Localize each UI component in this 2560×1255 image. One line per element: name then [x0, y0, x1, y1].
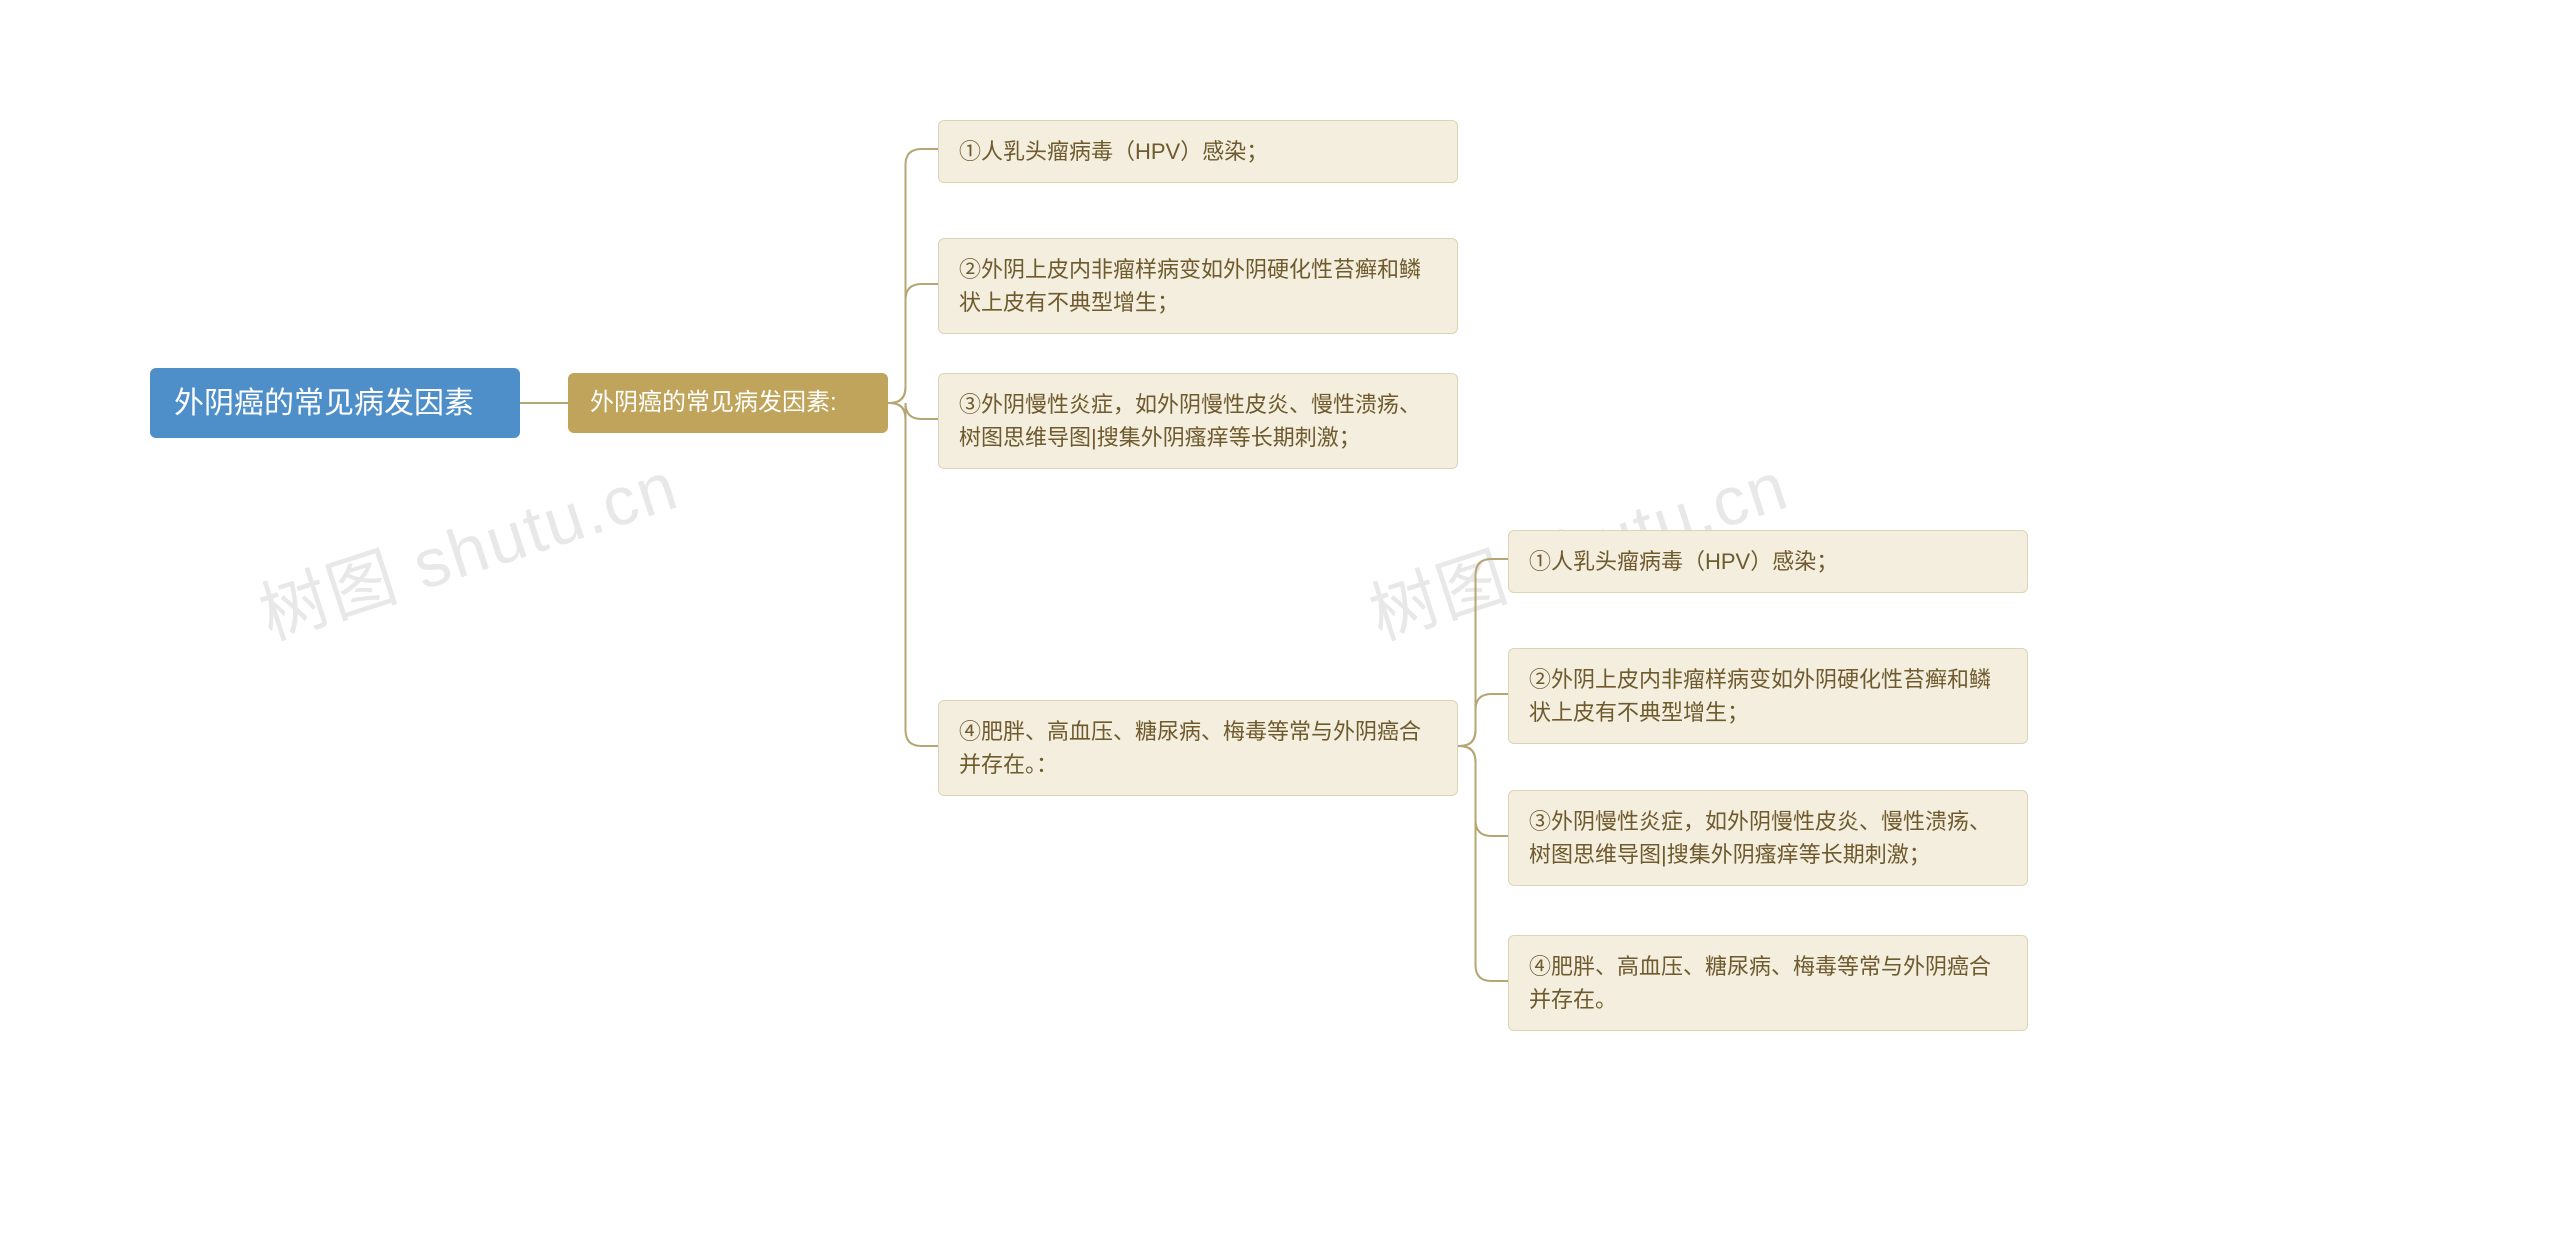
sub-node-3[interactable]: ③外阴慢性炎症，如外阴慢性皮炎、慢性溃疡、树图思维导图|搜集外阴瘙痒等长期刺激； [1508, 790, 2028, 886]
sub-label: ④肥胖、高血压、糖尿病、梅毒等常与外阴癌合并存在。 [1529, 950, 2007, 1016]
connectors-layer [0, 0, 2560, 1255]
root-node[interactable]: 外阴癌的常见病发因素 [150, 368, 520, 438]
branch-label: ④肥胖、高血压、糖尿病、梅毒等常与外阴癌合并存在。： [959, 715, 1437, 781]
sub-label: ②外阴上皮内非瘤样病变如外阴硬化性苔癣和鳞状上皮有不典型增生； [1529, 663, 2007, 729]
branch-node-1[interactable]: ①人乳头瘤病毒（HPV）感染； [938, 120, 1458, 183]
level1-label: 外阴癌的常见病发因素: [590, 385, 837, 421]
sub-node-1[interactable]: ①人乳头瘤病毒（HPV）感染； [1508, 530, 2028, 593]
level1-node[interactable]: 外阴癌的常见病发因素: [568, 373, 888, 433]
sub-node-2[interactable]: ②外阴上皮内非瘤样病变如外阴硬化性苔癣和鳞状上皮有不典型增生； [1508, 648, 2028, 744]
sub-label: ③外阴慢性炎症，如外阴慢性皮炎、慢性溃疡、树图思维导图|搜集外阴瘙痒等长期刺激； [1529, 805, 2007, 871]
sub-label: ①人乳头瘤病毒（HPV）感染； [1529, 545, 1838, 578]
branch-node-4[interactable]: ④肥胖、高血压、糖尿病、梅毒等常与外阴癌合并存在。： [938, 700, 1458, 796]
branch-label: ②外阴上皮内非瘤样病变如外阴硬化性苔癣和鳞状上皮有不典型增生； [959, 253, 1437, 319]
watermark-1: 树图 shutu.cn [245, 430, 688, 658]
branch-node-3[interactable]: ③外阴慢性炎症，如外阴慢性皮炎、慢性溃疡、树图思维导图|搜集外阴瘙痒等长期刺激； [938, 373, 1458, 469]
sub-node-4[interactable]: ④肥胖、高血压、糖尿病、梅毒等常与外阴癌合并存在。 [1508, 935, 2028, 1031]
branch-label: ③外阴慢性炎症，如外阴慢性皮炎、慢性溃疡、树图思维导图|搜集外阴瘙痒等长期刺激； [959, 388, 1437, 454]
branch-node-2[interactable]: ②外阴上皮内非瘤样病变如外阴硬化性苔癣和鳞状上皮有不典型增生； [938, 238, 1458, 334]
branch-label: ①人乳头瘤病毒（HPV）感染； [959, 135, 1268, 168]
root-label: 外阴癌的常见病发因素 [174, 381, 474, 426]
